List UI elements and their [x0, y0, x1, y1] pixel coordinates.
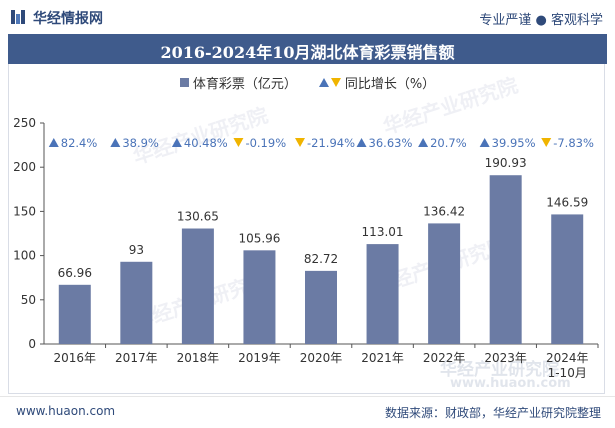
growth-label: 39.95% [492, 136, 536, 150]
growth-up-icon [479, 138, 490, 147]
legend-growth-label: 同比增长（%） [344, 77, 436, 92]
chart-title: 2016-2024年10月湖北体育彩票销售额 [160, 43, 455, 62]
x-tick-label: 2023年 [484, 351, 527, 365]
y-tick-label: 250 [13, 116, 36, 130]
bar [551, 214, 584, 344]
title-bar: 2016-2024年10月湖北体育彩票销售额 [8, 34, 607, 64]
bar-value-label: 136.42 [423, 204, 465, 218]
growth-up-icon [171, 138, 182, 147]
growth-down-icon [541, 138, 552, 147]
x-tick-label: 2024年 [546, 351, 589, 365]
bar-value-label: 105.96 [238, 231, 280, 245]
slogan: 专业严谨 ● 客观科学 [479, 13, 603, 28]
x-tick-label: 2017年 [115, 351, 158, 365]
legend-bar-label: 体育彩票（亿元） [192, 77, 297, 92]
growth-up-icon [110, 138, 121, 147]
bar [428, 223, 461, 344]
logo-icon [11, 10, 25, 24]
bar-value-label: 146.59 [546, 195, 588, 209]
x-tick-label: 2022年 [423, 351, 466, 365]
growth-up-icon [48, 138, 59, 147]
growth-label: 82.4% [61, 136, 98, 150]
chart-legend: 体育彩票（亿元） 同比增长（%） [0, 73, 615, 92]
y-tick-label: 100 [13, 249, 36, 263]
bar [305, 270, 337, 344]
x-tick-label: 2019年 [238, 351, 281, 365]
bar [181, 228, 214, 344]
footer: www.huaon.com 数据来源：财政部，华经产业研究院整理 [0, 396, 615, 428]
growth-up-icon [418, 138, 429, 147]
watermark-bottom-name: 华经产业研究院 [440, 360, 559, 380]
bar [366, 244, 399, 344]
top-bar: 华经情报网 专业严谨 ● 客观科学 [0, 0, 615, 34]
legend-bar-swatch-icon [179, 78, 189, 87]
growth-down-icon [233, 138, 244, 147]
bar-value-label: 113.01 [362, 225, 404, 239]
x-tick-label: 1-10月 [548, 366, 587, 380]
growth-label: 40.48% [184, 136, 228, 150]
bar [243, 250, 276, 344]
y-tick-label: 0 [28, 337, 36, 351]
x-tick-label: 2016年 [54, 351, 97, 365]
bar-value-label: 130.65 [177, 210, 219, 224]
growth-label: 36.63% [369, 136, 413, 150]
bar-value-label: 66.96 [58, 266, 92, 280]
y-tick-label: 200 [13, 160, 36, 174]
x-tick-label: 2020年 [300, 351, 343, 365]
watermark-bottom-url: www.huaon.com [450, 376, 571, 391]
footer-url[interactable]: www.huaon.com [16, 404, 116, 418]
bar-value-label: 190.93 [485, 156, 527, 170]
chart-frame [8, 64, 605, 394]
legend-down-triangle-icon [330, 78, 341, 87]
x-tick-label: 2021年 [361, 351, 404, 365]
growth-up-icon [356, 138, 367, 147]
growth-label: -7.83% [553, 136, 594, 150]
x-tick-label: 2018年 [177, 351, 220, 365]
y-tick-label: 50 [21, 293, 36, 307]
growth-label: -0.19% [245, 136, 286, 150]
growth-label: 38.9% [122, 136, 159, 150]
bar [58, 284, 91, 344]
y-tick-label: 150 [13, 204, 36, 218]
legend-up-triangle-icon [318, 78, 329, 87]
bar-value-label: 93 [129, 243, 144, 257]
growth-label: -21.94% [307, 136, 355, 150]
growth-label: 20.7% [430, 136, 467, 150]
bar [489, 175, 522, 344]
bar [120, 261, 153, 344]
logo-text: 华经情报网 [33, 11, 103, 27]
footer-source: 数据来源：财政部，华经产业研究院整理 [384, 406, 601, 420]
growth-down-icon [295, 138, 305, 147]
bar-value-label: 82.72 [304, 252, 338, 266]
